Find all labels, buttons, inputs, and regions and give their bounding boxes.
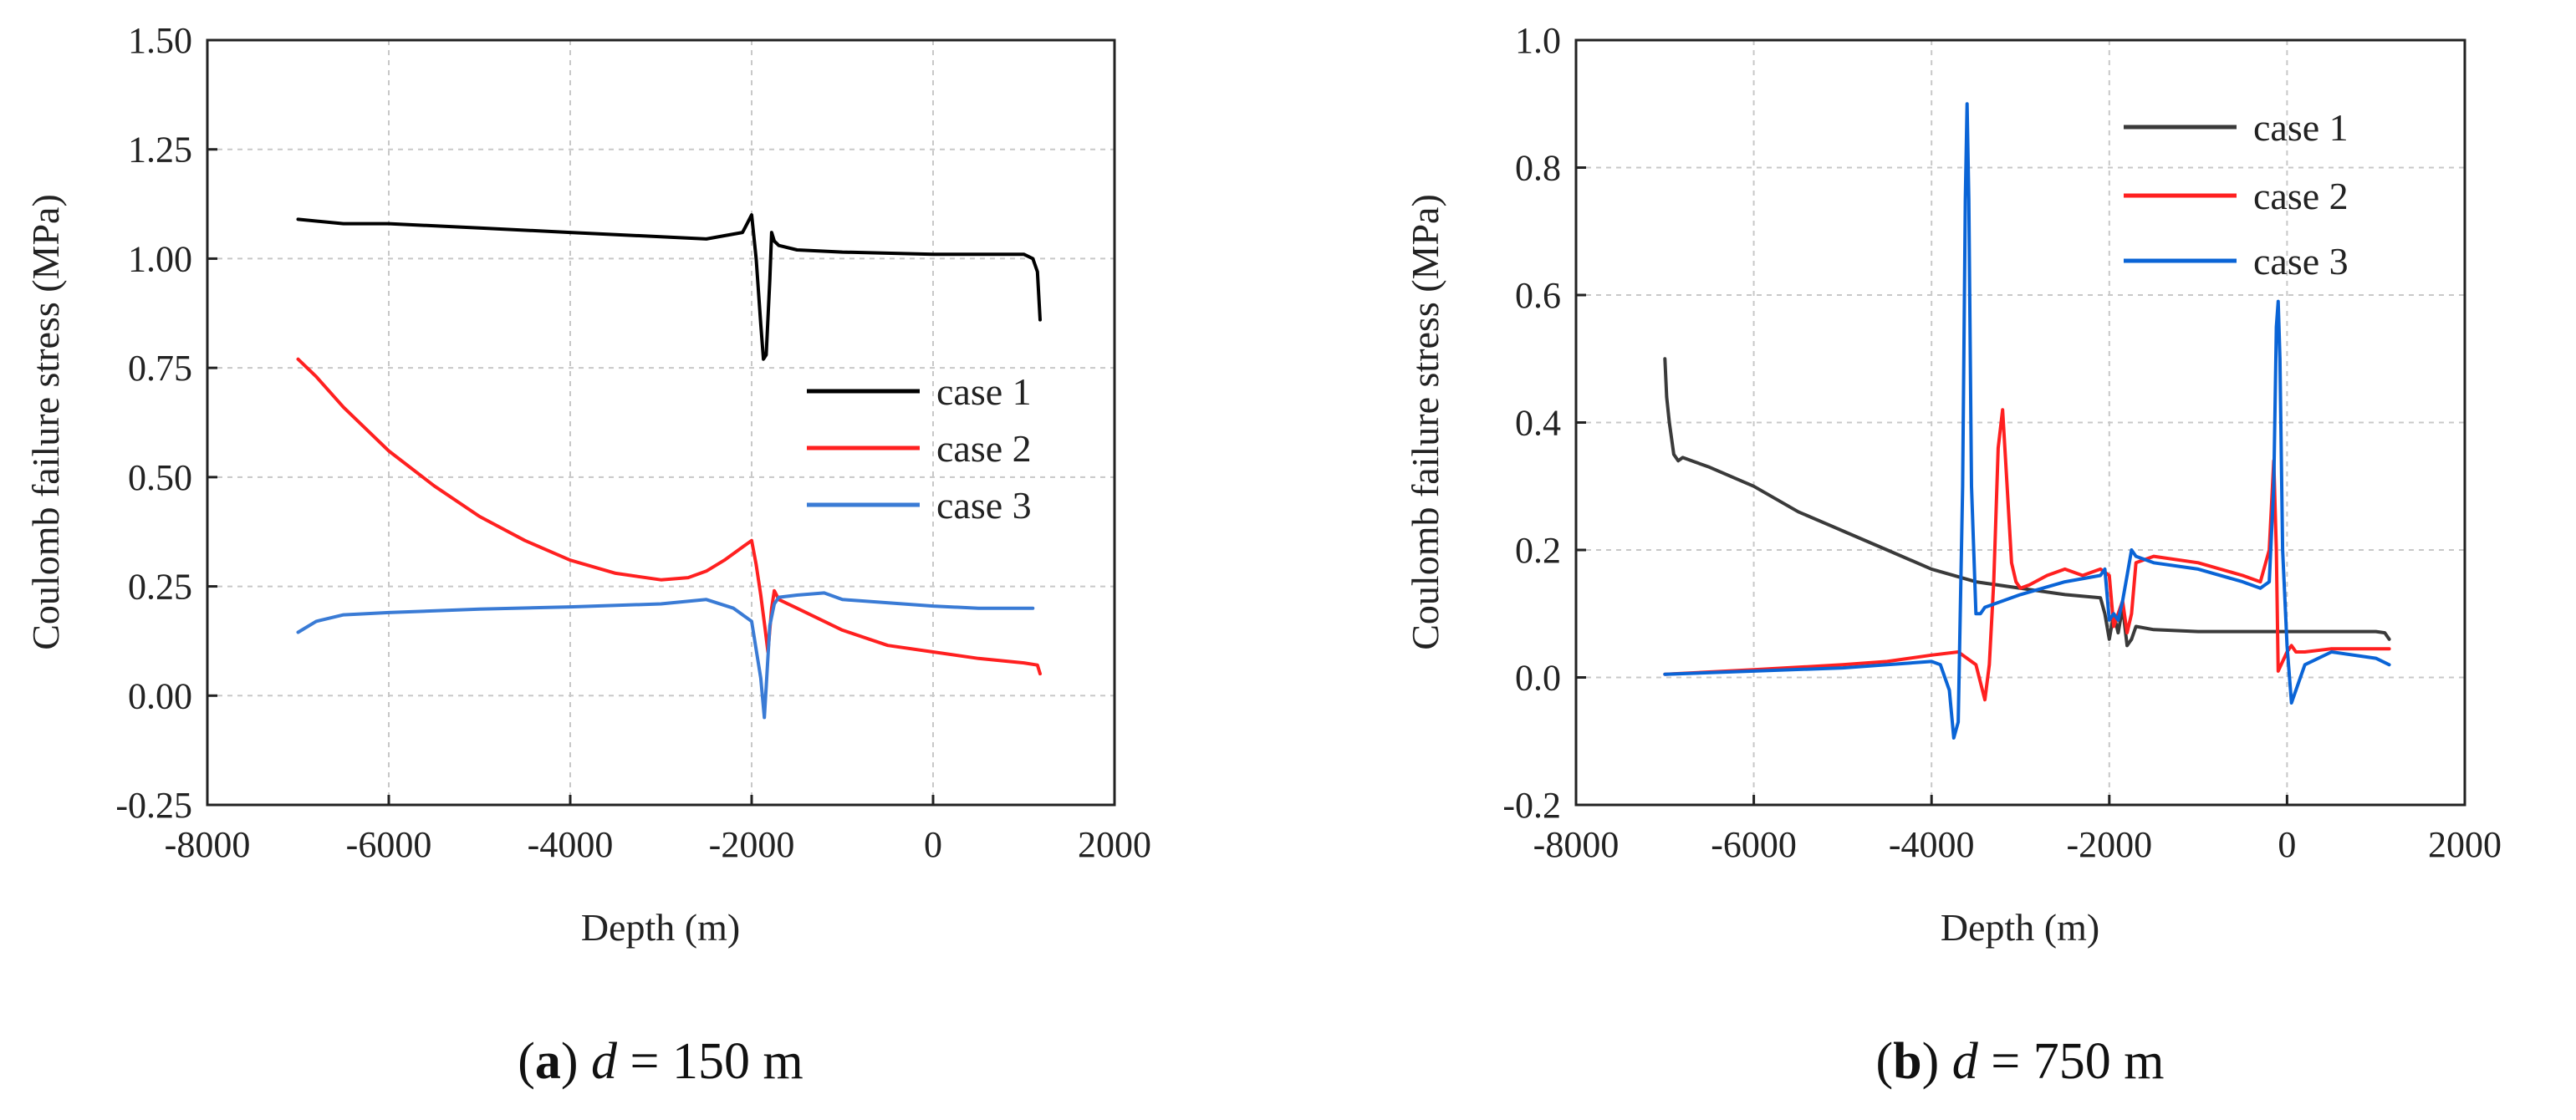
x-tick-label: -4000 (1889, 824, 1975, 865)
x-tick-label: -4000 (528, 824, 614, 865)
x-tick-label: -8000 (1533, 824, 1620, 865)
y-tick-label: 1.0 (1515, 20, 1561, 61)
caption-b-var: d (1952, 1033, 1979, 1090)
plot-frame-a (206, 38, 1116, 807)
caption-b-value: = 750 m (1978, 1033, 2165, 1090)
x-tick-label: 0 (924, 824, 942, 865)
x-tick-label: -6000 (1711, 824, 1797, 865)
y-tick-label: -0.25 (115, 785, 192, 826)
x-tick-label: -2000 (709, 824, 795, 865)
y-tick-label: -0.2 (1502, 785, 1561, 826)
panel-b: -8000 -6000 -4000 -2000 0 2000 -0.2 0.0 0.2 0.4 0.… (1404, 20, 2502, 1090)
y-tick-label: 1.25 (128, 130, 192, 171)
panel-a: -8000 -6000 -4000 -2000 0 2000 -0.25 0.00 0.25 0.… (24, 20, 1151, 1090)
axis-ticks-b: -8000 -6000 -4000 -2000 0 2000 -0.2 0.0 0.2 0.4 0.… (1502, 20, 2502, 865)
y-tick-label: 0.2 (1515, 530, 1561, 571)
caption-a-letter: a (535, 1033, 561, 1090)
caption-b-letter: b (1893, 1033, 1921, 1090)
caption-a-var: d (591, 1033, 618, 1090)
series-line-case-1-b (1663, 357, 2391, 648)
grid-lines-b (1576, 40, 2465, 805)
y-tick-label: 0.25 (128, 567, 192, 608)
caption-a-value: = 150 m (617, 1033, 803, 1090)
x-tick-label: -6000 (346, 824, 432, 865)
x-axis-label-b: Depth (m) (1941, 906, 2099, 949)
grid-lines-a (207, 40, 1115, 805)
y-axis-label-a: Coulomb failure stress (MPa) (24, 194, 67, 650)
x-tick-label: -8000 (165, 824, 251, 865)
caption-b: (b) d = 750 m (1876, 1033, 2165, 1090)
axis-ticks-a: -8000 -6000 -4000 -2000 0 2000 -0.25 0.00 0.25 0.… (115, 20, 1151, 865)
legend-label-case-1-a: case 1 (936, 370, 1032, 413)
legend-label-case-1-b: case 1 (2253, 106, 2349, 149)
y-tick-label: 1.50 (128, 20, 192, 61)
y-tick-label: 0.00 (128, 675, 192, 716)
x-axis-label-a: Depth (m) (581, 906, 740, 949)
legend-label-case-2-b: case 2 (2253, 175, 2349, 217)
series-line-case-3-a (296, 591, 1035, 720)
x-tick-label: 0 (2278, 824, 2296, 865)
legend-label-case-2-a: case 2 (936, 427, 1032, 470)
y-tick-label: 0.75 (128, 348, 192, 389)
y-tick-label: 0.4 (1515, 403, 1561, 444)
series-group-a (296, 213, 1042, 720)
series-line-case-2-a (296, 357, 1042, 676)
legend-label-case-3-b: case 3 (2253, 240, 2349, 283)
y-tick-label: 0.50 (128, 457, 192, 498)
x-tick-label: -2000 (2066, 824, 2152, 865)
series-line-case-2-b (1663, 408, 2391, 702)
y-tick-label: 1.00 (128, 238, 192, 279)
series-line-case-3-b (1663, 102, 2391, 740)
caption-a: (a) d = 150 m (518, 1033, 803, 1090)
series-group-b (1663, 102, 2391, 740)
x-tick-label: 2000 (1078, 824, 1151, 865)
x-tick-label: 2000 (2428, 824, 2502, 865)
legend-label-case-3-a: case 3 (936, 484, 1032, 527)
legend-b: case 1 case 2 case 3 (2124, 106, 2349, 283)
y-tick-label: 0.8 (1515, 148, 1561, 189)
legend-a: case 1 case 2 case 3 (807, 370, 1032, 527)
y-axis-label-b: Coulomb failure stress (MPa) (1404, 194, 1446, 650)
y-tick-label: 0.0 (1515, 658, 1561, 699)
series-line-case-1-a (296, 213, 1042, 361)
y-tick-label: 0.6 (1515, 275, 1561, 316)
